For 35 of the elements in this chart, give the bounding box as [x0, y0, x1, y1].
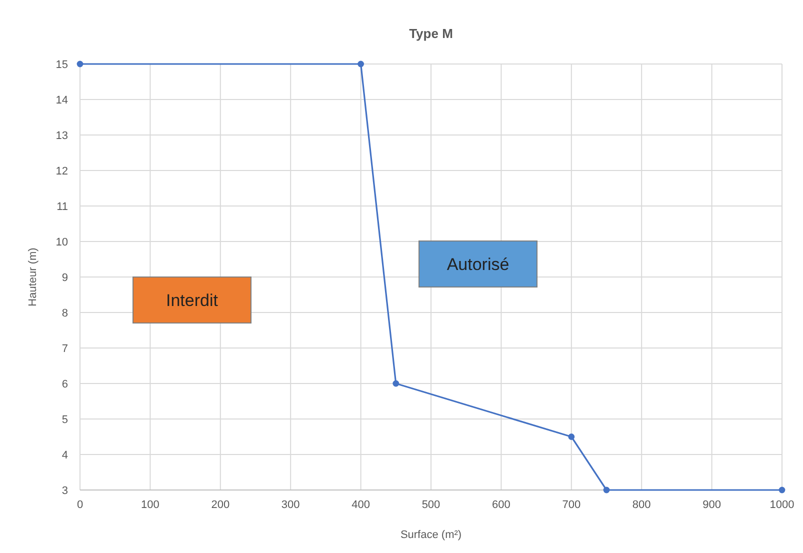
x-tick-label: 800 [632, 499, 651, 511]
x-tick-label: 0 [76, 499, 84, 511]
annotation: Autorisé [446, 255, 510, 274]
y-tick-label: 8 [62, 308, 68, 320]
point [778, 486, 786, 494]
y-tick-label: 9 [62, 272, 68, 284]
y-tick-label: 7 [62, 343, 68, 355]
annotation: Interdit [166, 291, 218, 310]
x-tick-label: 600 [492, 499, 510, 511]
y-tick-label: 13 [56, 130, 68, 142]
x-tick-label: 700 [562, 499, 581, 511]
x-tick-label: 100 [141, 499, 160, 511]
x-tick-label: 400 [352, 499, 370, 511]
point [603, 486, 610, 494]
y-tick-label: 15 [56, 59, 68, 71]
point [568, 434, 575, 440]
x-tick-label: 900 [702, 499, 721, 511]
y-tick-label: 5 [62, 414, 68, 426]
y-tick-label: 14 [56, 94, 68, 106]
point [392, 380, 400, 387]
chart-title: Type M [409, 26, 453, 41]
y-tick-label: 11 [56, 201, 68, 213]
x-tick-label: 200 [211, 499, 230, 511]
y-tick-label: 3 [62, 485, 68, 497]
y-tick-label: 4 [62, 450, 68, 462]
x-tick-label: 1000 [770, 499, 794, 511]
x-tick-label: 500 [422, 499, 440, 511]
y-tick-label: 10 [56, 236, 68, 248]
point [358, 60, 364, 68]
y-axis-title: Hauteur (m) [27, 248, 39, 306]
point [76, 60, 84, 68]
x-tick-label: 300 [281, 499, 300, 511]
y-tick-label: 12 [56, 166, 68, 178]
y-tick-label: 6 [62, 378, 68, 390]
x-axis-title: Surface (m²) [400, 529, 462, 541]
